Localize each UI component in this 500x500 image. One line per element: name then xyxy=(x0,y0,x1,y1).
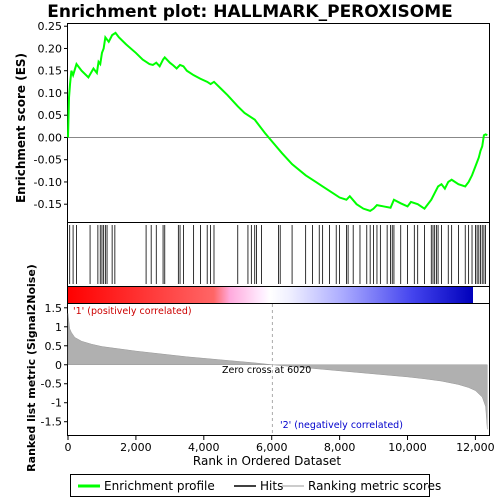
es-y-label: Enrichment score (ES) xyxy=(14,53,28,203)
ranking-metric-area xyxy=(67,313,488,430)
hits-markers xyxy=(69,225,487,284)
metric-y-tick-label: -0.5 xyxy=(41,378,62,391)
x-tick-label: 4,000 xyxy=(188,441,220,454)
es-y-tick-label: -0.05 xyxy=(34,154,62,167)
positive-annotation: '1' (positively correlated) xyxy=(73,306,192,317)
ranking-color-bar xyxy=(68,287,473,303)
x-tick-label: 8,000 xyxy=(324,441,356,454)
enrichment-profile-line xyxy=(67,31,488,212)
chart-title: Enrichment plot: HALLMARK_PEROXISOME xyxy=(47,2,453,22)
es-y-tick-label: 0.00 xyxy=(38,131,63,144)
es-y-tick-label: 0.05 xyxy=(38,109,63,122)
es-y-axis: 0.25 0.20 0.15 0.10 0.05 0.00 -0.05 -0.10 -0.15 xyxy=(34,20,68,211)
es-y-tick-label: 0.10 xyxy=(38,87,63,100)
es-y-tick-label: 0.25 xyxy=(38,20,63,33)
x-tick-label: 12,000 xyxy=(456,441,495,454)
es-y-tick-label: 0.15 xyxy=(38,65,63,78)
negative-annotation: '2' (negatively correlated) xyxy=(280,420,403,431)
x-tick-label: 0 xyxy=(65,441,72,454)
es-y-tick-label: -0.10 xyxy=(34,176,62,189)
x-tick-label: 2,000 xyxy=(120,441,152,454)
metric-y-tick-label: 0 xyxy=(55,359,62,372)
x-axis: 0 2,000 4,000 6,000 8,000 10,000 12,000 xyxy=(65,435,495,454)
zero-cross-annotation: Zero cross at 6020 xyxy=(222,365,311,376)
metric-y-axis: 1.5 1 0.5 0 -0.5 -1 -1.5 xyxy=(41,302,68,429)
legend-hits-label: Hits xyxy=(260,479,283,493)
es-panel-frame xyxy=(67,23,490,223)
x-axis-label: Rank in Ordered Dataset xyxy=(193,454,341,468)
metric-y-tick-label: 1.5 xyxy=(45,302,63,315)
legend-enrichment-label: Enrichment profile xyxy=(104,479,215,493)
metric-y-tick-label: 1 xyxy=(55,321,62,334)
x-tick-label: 6,000 xyxy=(256,441,288,454)
legend-ranking-label: Ranking metric scores xyxy=(308,479,441,493)
metric-y-tick-label: -1 xyxy=(51,397,62,410)
es-y-tick-label: -0.15 xyxy=(34,198,62,211)
es-y-tick-label: 0.20 xyxy=(38,42,63,55)
metric-y-label: Ranked list metric (Signal2Noise) xyxy=(25,264,38,472)
x-tick-label: 10,000 xyxy=(388,441,427,454)
metric-y-tick-label: -1.5 xyxy=(41,416,62,429)
metric-y-tick-label: 0.5 xyxy=(45,340,63,353)
